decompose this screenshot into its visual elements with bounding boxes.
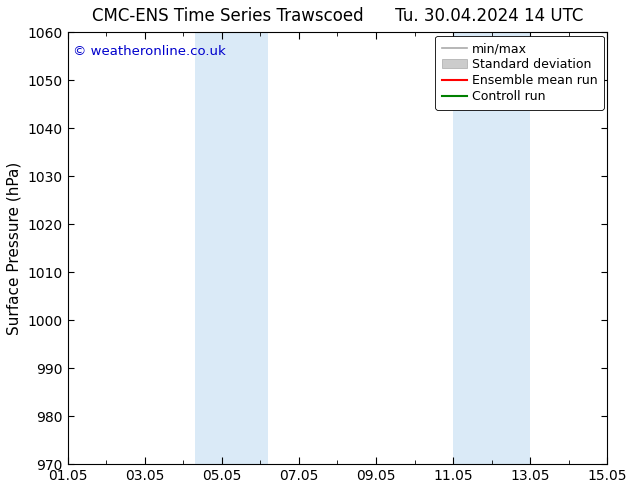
Text: © weatheronline.co.uk: © weatheronline.co.uk [73, 45, 226, 58]
Bar [195, 32, 268, 464]
Title: CMC-ENS Time Series Trawscoed      Tu. 30.04.2024 14 UTC: CMC-ENS Time Series Trawscoed Tu. 30.04.… [92, 7, 583, 25]
Y-axis label: Surface Pressure (hPa): Surface Pressure (hPa) [7, 162, 22, 335]
Legend: min/max, Standard deviation, Ensemble mean run, Controll run: min/max, Standard deviation, Ensemble me… [436, 36, 604, 110]
Bar [453, 32, 530, 464]
